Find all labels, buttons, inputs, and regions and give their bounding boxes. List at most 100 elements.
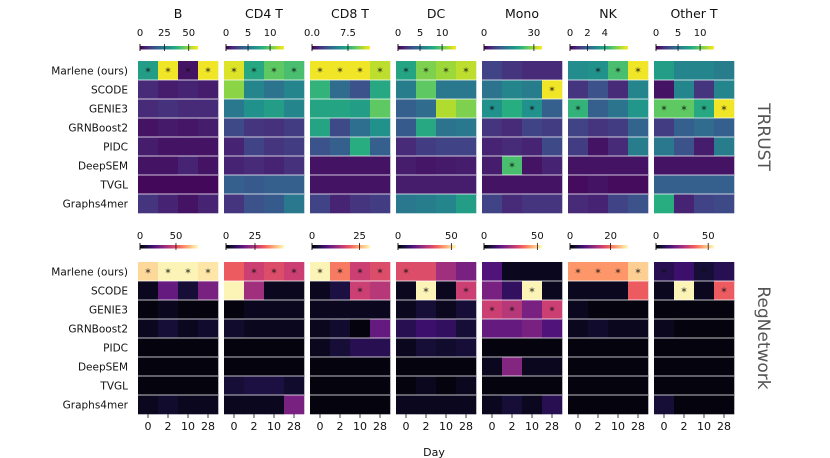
- heatmap-cell: [608, 80, 629, 100]
- colorbar: [484, 46, 542, 50]
- heatmap-cell: [158, 99, 179, 119]
- x-tick-label: 10: [439, 420, 453, 433]
- x-tick-label: 0: [145, 420, 152, 433]
- heatmap-cell: [436, 376, 457, 396]
- heatmap-cell: [416, 99, 437, 119]
- colorbar-tick-label: 10: [264, 28, 277, 39]
- heatmap-cell: [674, 357, 695, 377]
- heatmap-cell: [138, 376, 159, 396]
- heatmap-cell: [694, 376, 715, 396]
- heatmap-cell: [628, 338, 649, 358]
- heatmap-cell: [350, 281, 371, 301]
- heatmap-cell: [158, 357, 179, 377]
- heatmap-cell: [396, 194, 417, 214]
- heatmap-cell: [178, 118, 199, 138]
- heatmap-cell: [608, 376, 629, 396]
- significance-star: *: [317, 66, 323, 79]
- heatmap-cell: [264, 281, 285, 301]
- colorbar-tick-label: 0: [567, 231, 573, 242]
- heatmap-cell: [264, 137, 285, 157]
- heatmap-cell: [310, 338, 331, 358]
- colorbar: [398, 46, 456, 50]
- heatmap-cell: [568, 262, 589, 282]
- colorbar-tick-label: 0: [481, 231, 487, 242]
- cell-type-title: CD8 T: [331, 6, 369, 21]
- heatmap-cell: [396, 262, 417, 282]
- significance-star: *: [529, 104, 535, 117]
- heatmap-cell: [370, 376, 391, 396]
- heatmap-cell: [542, 357, 563, 377]
- heatmap-cell: [396, 137, 417, 157]
- heatmap-cell: [158, 137, 179, 157]
- cell-type-title: CD4 T: [245, 6, 283, 21]
- heatmap-cell: [694, 395, 715, 415]
- heatmap-cell: [310, 319, 331, 339]
- heatmap-cell: [158, 300, 179, 320]
- colorbar-tick-label: 50: [170, 231, 183, 242]
- heatmap-cell: [588, 137, 609, 157]
- x-tick-label: 0: [575, 420, 582, 433]
- colorbar-tick-label: 10: [694, 28, 707, 39]
- heatmap-cell: [542, 80, 563, 100]
- heatmap-cell: [416, 61, 437, 81]
- heatmap-cell: [588, 194, 609, 214]
- x-tick-label: 2: [595, 420, 602, 433]
- heatmap-cell: [654, 99, 675, 119]
- heatmap-cell: [138, 137, 159, 157]
- heatmap-cell: [244, 80, 265, 100]
- heatmap-cell: [628, 99, 649, 119]
- heatmap-cell: [608, 137, 629, 157]
- heatmap-cell: [244, 61, 265, 81]
- heatmap-cell: [542, 156, 563, 176]
- heatmap-cell: [714, 99, 735, 119]
- heatmap-cell: [416, 338, 437, 358]
- heatmap-cell: [568, 376, 589, 396]
- method-label: DeepSEM: [78, 362, 128, 374]
- heatmap-cell: [694, 357, 715, 377]
- significance-star: *: [165, 267, 171, 280]
- significance-star: *: [403, 66, 409, 79]
- significance-star: *: [463, 286, 469, 299]
- heatmap-cell: [138, 194, 159, 214]
- heatmap-cell: [628, 357, 649, 377]
- x-tick-label: 0: [661, 420, 668, 433]
- heatmap-cell: [542, 376, 563, 396]
- heatmap-cell: [198, 281, 219, 301]
- heatmap-cell: [674, 80, 695, 100]
- colorbar-tick-label: 50: [531, 231, 544, 242]
- heatmap-cell: [350, 338, 371, 358]
- colorbar: [656, 46, 714, 50]
- heatmap-cell: [396, 281, 417, 301]
- colorbar-tick-label: 5: [245, 28, 251, 39]
- heatmap-cell: [674, 61, 695, 81]
- cell-type-title: DC: [427, 6, 446, 21]
- x-tick-label: 10: [525, 420, 539, 433]
- heatmap-cell: [138, 338, 159, 358]
- heatmap-cell: [628, 262, 649, 282]
- heatmap-cell: [608, 338, 629, 358]
- panel-labels: TRRUST RegNetwork: [753, 102, 773, 390]
- significance-star: *: [317, 267, 323, 280]
- heatmap-cell: [502, 319, 523, 339]
- heatmap-cell: [628, 61, 649, 81]
- significance-star: *: [635, 66, 641, 79]
- heatmap-cell: [416, 118, 437, 138]
- heatmap-cell: [244, 300, 265, 320]
- heatmap-cell: [198, 300, 219, 320]
- heatmap-cell: [350, 61, 371, 81]
- heatmap-cell: [244, 395, 265, 415]
- heatmap-cell: [542, 281, 563, 301]
- heatmap-cell: [244, 137, 265, 157]
- heatmap-cell: [482, 281, 503, 301]
- heatmap-cell: [224, 175, 245, 195]
- heatmap-cell: [396, 338, 417, 358]
- heatmap-cell: [542, 395, 563, 415]
- heatmap-cell: [588, 338, 609, 358]
- heatmap-cell: [350, 99, 371, 119]
- colorbar-tick-label: 0: [395, 28, 401, 39]
- heatmap-cell: [608, 300, 629, 320]
- significance-star: *: [575, 267, 581, 280]
- heatmap-cell: [436, 262, 457, 282]
- heatmap-cell: [244, 156, 265, 176]
- heatmap-cell: [568, 395, 589, 415]
